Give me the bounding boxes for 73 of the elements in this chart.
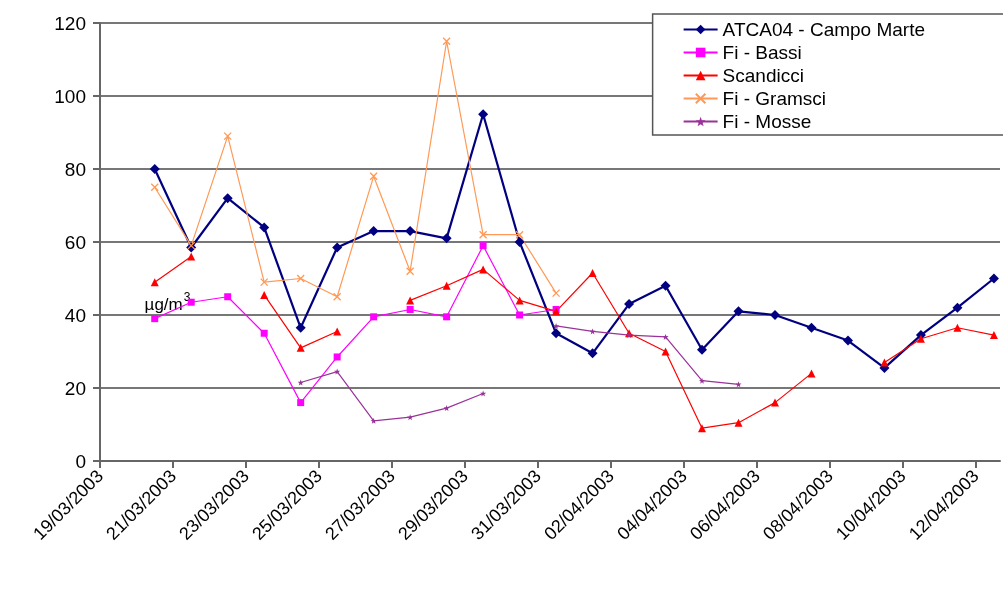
point — [916, 334, 925, 343]
point — [516, 311, 524, 319]
point — [988, 273, 999, 284]
legend-label: Fi - Bassi — [722, 42, 802, 63]
point — [697, 344, 708, 355]
point — [405, 226, 416, 237]
point — [260, 278, 269, 287]
point — [333, 353, 341, 361]
point — [407, 414, 414, 421]
point — [333, 292, 342, 301]
point — [734, 418, 743, 427]
point — [842, 335, 853, 346]
point — [806, 322, 817, 333]
point — [662, 333, 669, 340]
point — [515, 230, 524, 239]
point — [370, 313, 378, 321]
point — [553, 322, 560, 329]
point — [151, 315, 159, 323]
point — [551, 328, 562, 339]
point — [295, 322, 306, 333]
point — [369, 172, 378, 181]
y-tick-label: 80 — [64, 158, 86, 180]
legend-label: Fi - Mosse — [722, 111, 812, 132]
point — [405, 267, 415, 276]
point — [370, 417, 377, 424]
point — [443, 313, 451, 321]
y-tick-label: 100 — [54, 85, 86, 107]
point — [406, 306, 414, 314]
y-tick-label: 20 — [64, 377, 86, 399]
point — [443, 405, 450, 412]
point — [259, 222, 270, 233]
point — [332, 242, 343, 253]
point — [770, 310, 780, 320]
point — [441, 233, 452, 244]
point — [442, 281, 451, 290]
point — [588, 269, 597, 278]
point — [442, 37, 451, 46]
point — [771, 398, 779, 407]
point — [733, 306, 744, 317]
point — [224, 293, 232, 301]
point — [661, 347, 670, 356]
point — [660, 280, 671, 291]
point — [149, 164, 160, 174]
point — [368, 226, 379, 237]
y-tick-label: 0 — [75, 450, 86, 472]
point — [296, 343, 305, 352]
point — [150, 183, 159, 192]
point — [296, 274, 305, 283]
y-tick-label: 40 — [64, 304, 86, 326]
y-tick-label: 120 — [54, 12, 86, 34]
point — [222, 193, 233, 204]
point — [478, 230, 488, 239]
point — [551, 288, 561, 298]
point — [260, 290, 269, 299]
legend-label: ATCA04 - Campo Marte — [722, 19, 926, 40]
legend-label: Scandicci — [722, 65, 804, 86]
point — [807, 369, 816, 378]
point — [989, 331, 998, 340]
point — [587, 348, 598, 359]
point — [260, 329, 268, 337]
point — [187, 252, 196, 261]
point — [952, 302, 963, 313]
point — [514, 237, 525, 247]
y-tick-label: 60 — [64, 231, 86, 253]
point — [699, 377, 706, 384]
point — [698, 424, 707, 433]
point — [624, 299, 635, 310]
point — [297, 399, 305, 407]
point — [479, 242, 487, 250]
point — [953, 323, 962, 332]
point — [478, 109, 489, 120]
point — [223, 132, 232, 141]
legend-label: Fi - Gramsci — [722, 88, 827, 109]
